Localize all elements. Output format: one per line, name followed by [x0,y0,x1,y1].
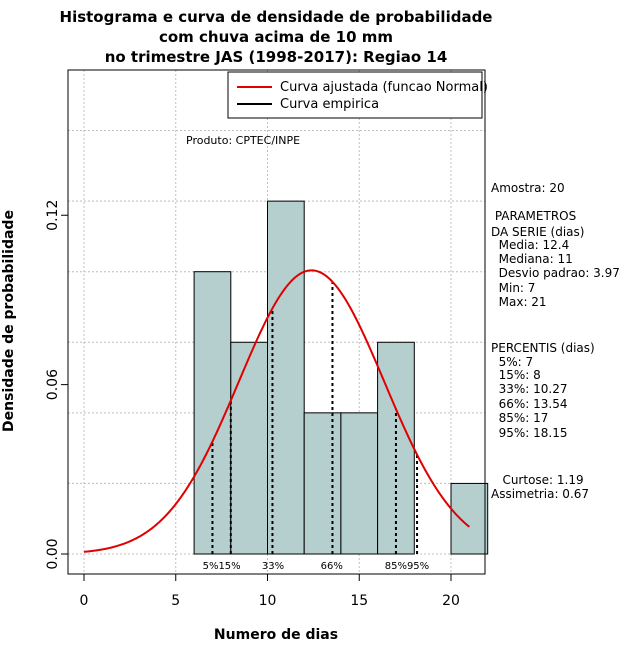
histogram-bar-7 [450,482,489,555]
stats-line-16: Assimetria: 0.67 [491,487,589,501]
stats-line-4: Mediana: 11 [491,252,573,266]
x-tick-label-1: 5 [171,593,180,609]
y-tick-label-0: 0.00 [45,538,61,569]
y-tick-label-2: 0.12 [45,200,61,231]
legend-label-normal: Curva ajustada (funcao Normal) [280,80,488,95]
stats-line-12: 66%: 13.54 [491,397,568,411]
normal-curve [83,269,470,553]
stats-line-9: 5%: 7 [491,355,533,369]
plot-frame [67,69,486,575]
stats-line-13: 85%: 17 [491,411,548,425]
legend-box [227,71,483,119]
axes-layer: 0 5 10 15 20 0.00 0.06 0.12 [45,200,460,609]
legend: Curva ajustada (funcao Normal) Curva emp… [227,71,488,119]
legend-label-empirical: Curva empirica [280,97,379,112]
y-axis-label: Densidade de probabilidade [1,210,17,432]
bars-layer [193,200,489,555]
stats-line-0: Amostra: 20 [491,181,565,195]
y-tick-label-1: 0.06 [45,369,61,400]
percentile-label-2: 66% [321,561,343,572]
annotation-produto: Produto: CPTEC/INPE [186,134,300,147]
stats-line-15: Curtose: 1.19 [491,473,584,487]
x-tick-label-3: 15 [350,593,368,609]
percentile-lines-layer: 5%15% 33% 66% 85%95% [203,281,429,572]
stats-line-11: 33%: 10.27 [491,382,568,396]
x-axis-label: Numero de dias [214,627,338,643]
curve-layer [83,269,470,553]
stats-line-6: Min: 7 [491,281,535,295]
stats-panel: Amostra: 20 PARAMETROS DA SERIE (dias) Me… [491,181,620,501]
x-tick-label-2: 10 [259,593,277,609]
histogram-bar-2 [267,200,305,555]
chart-title-line-3: no trimestre JAS (1998-2017): Regiao 14 [105,48,448,66]
chart-title-line-2: com chuva acima de 10 mm [159,28,393,46]
stats-line-8: PERCENTIS (dias) [491,341,595,355]
stats-line-2: DA SERIE (dias) [491,225,584,239]
stats-line-3: Media: 12.4 [491,238,569,252]
stats-line-1: PARAMETROS [491,209,576,223]
chart-title-line-1: Histograma e curva de densidade de proba… [60,8,493,26]
stats-line-14: 95%: 18.15 [491,426,568,440]
stats-line-7: Max: 21 [491,295,547,309]
histogram-bar-4 [340,412,379,555]
histogram-bar-3 [303,412,342,555]
percentile-label-0: 5%15% [203,561,241,572]
stats-line-5: Desvio padrao: 3.97 [491,266,620,280]
x-tick-label-4: 20 [442,593,460,609]
histogram-bar-1 [230,341,269,555]
stats-line-10: 15%: 8 [491,368,541,382]
percentile-label-1: 33% [262,561,284,572]
percentile-label-3: 85%95% [385,561,429,572]
x-tick-label-0: 0 [80,593,89,609]
